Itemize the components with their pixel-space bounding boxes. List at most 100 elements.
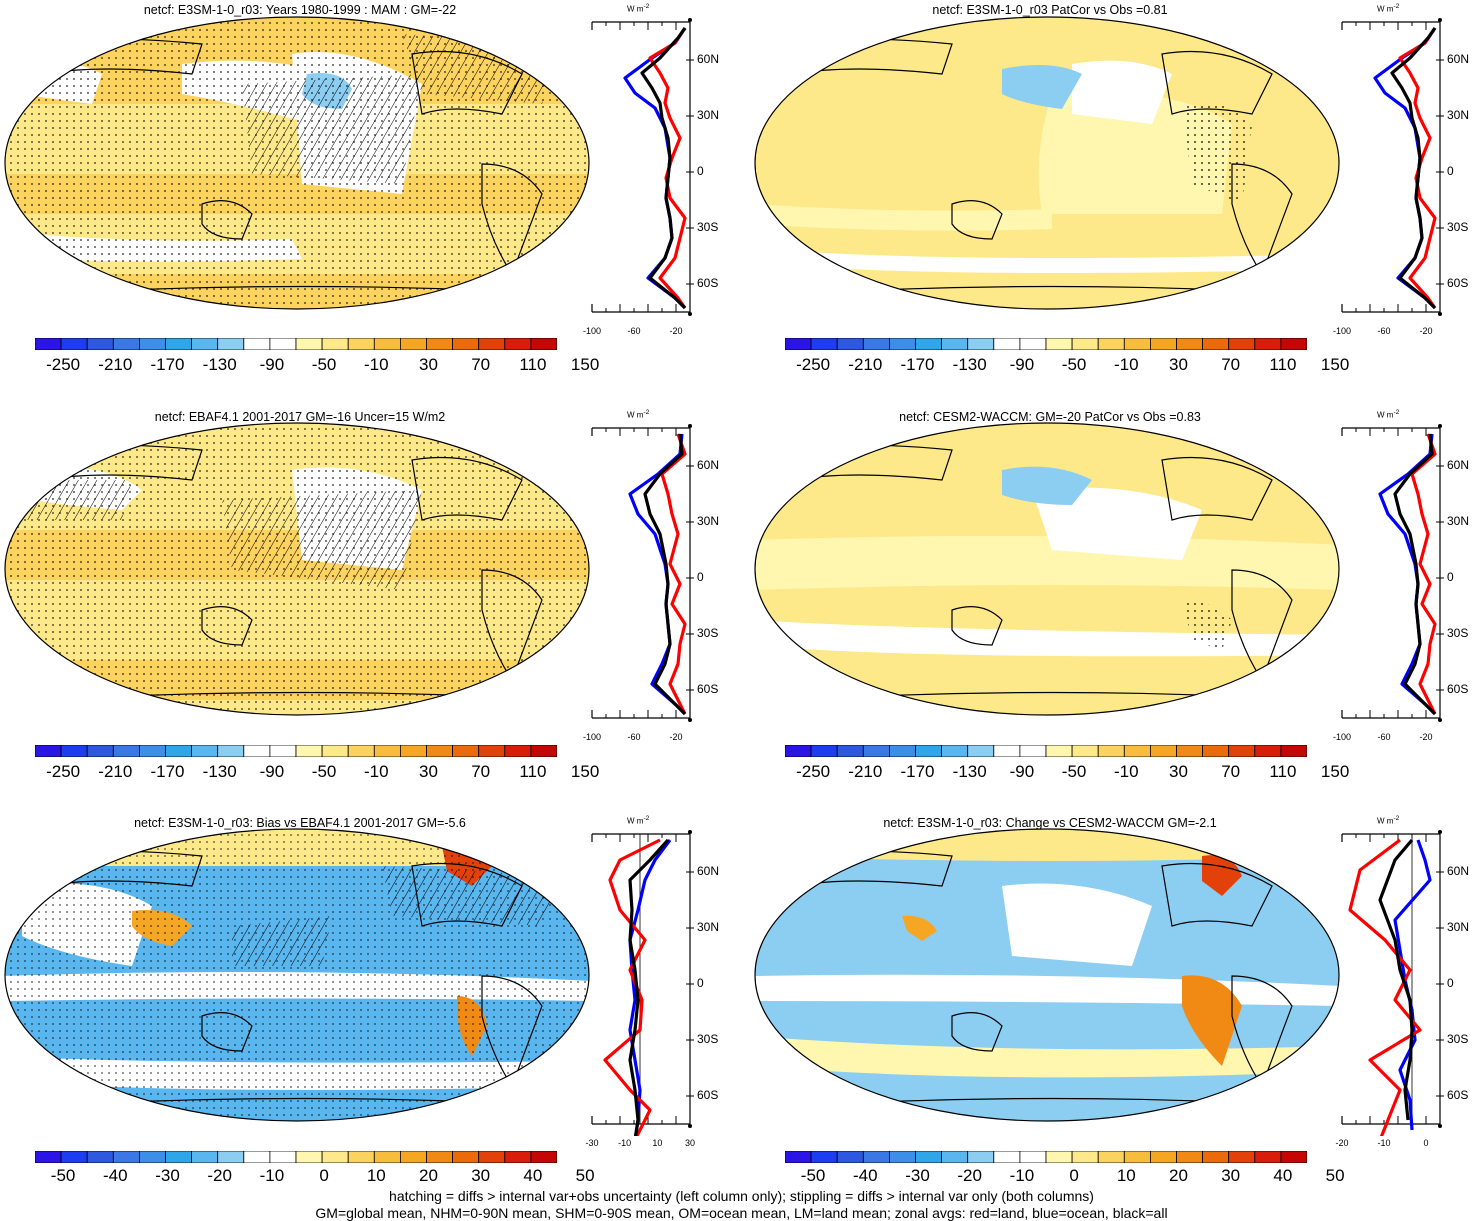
colorbar-tick-label: -250 (796, 762, 831, 781)
colorbar-tick-label: -50 (311, 762, 337, 781)
colorbar-swatch (217, 338, 245, 350)
colorbar-swatch (399, 1151, 427, 1163)
lat-label: 60S (697, 1088, 719, 1102)
colorbar-swatch (112, 338, 140, 350)
colorbar-swatch (1019, 338, 1047, 350)
colorbar-swatch (139, 745, 166, 757)
lat-label: 30N (1447, 514, 1470, 528)
colorbar-tick-label: 20 (419, 1166, 438, 1185)
colorbar-tick-label: 110 (1269, 355, 1297, 374)
panel-title-6: netcf: E3SM-1-0_r03: Change vs CESM2-WAC… (883, 816, 1217, 830)
zonal-line-black (1393, 433, 1437, 716)
colorbar-swatch (967, 1151, 995, 1163)
zonal-xtick-label: -60 (627, 732, 641, 742)
colorbar-tick-label: 110 (519, 355, 547, 374)
map-panel-6 (754, 828, 1340, 1122)
colorbar-tick-label: -250 (46, 762, 81, 781)
colorbar-tick-label: -90 (1009, 762, 1035, 781)
panel-title-2: netcf: E3SM-1-0_r03 PatCor vs Obs =0.81 (932, 3, 1168, 17)
colorbar-swatch (785, 338, 812, 350)
colorbar-swatch (1019, 1151, 1047, 1163)
colorbar-swatch (86, 1151, 114, 1163)
lat-label: 0 (697, 570, 704, 584)
colorbar-tick-label: 70 (471, 762, 491, 781)
colorbar-swatch (941, 745, 969, 757)
colorbar-swatch (1149, 745, 1177, 757)
colorbar-tick-label: -50 (1061, 762, 1087, 781)
colorbar-swatch (478, 1151, 506, 1163)
colorbar-tick-label: -210 (848, 355, 883, 374)
colorbar-tick-label: 30 (1221, 1166, 1241, 1185)
colorbar-swatch (1123, 745, 1151, 757)
zonal-xtick-label: 10 (652, 1138, 663, 1148)
colorbar-swatch (478, 745, 506, 757)
zonal-line-blue (1393, 839, 1432, 1131)
colorbar-swatch (941, 338, 969, 350)
lat-label: 0 (697, 976, 704, 990)
colorbar-tick-label: -170 (150, 762, 185, 781)
colorbar-swatch (321, 745, 349, 757)
colorbar-swatch (452, 745, 480, 757)
colorbar-swatch (165, 745, 193, 757)
colorbar-tick-label: 150 (570, 762, 600, 781)
map-panel-4 (754, 422, 1340, 716)
colorbar-tick-label: -10 (1009, 1166, 1035, 1185)
lat-label: 60N (1447, 864, 1470, 878)
colorbar-swatch (967, 745, 995, 757)
colorbar-swatch (1045, 338, 1073, 350)
colorbar-swatch (785, 1151, 812, 1163)
colorbar-swatch (399, 338, 427, 350)
colorbar-swatch (1202, 338, 1230, 350)
colorbar-tick-label: -20 (957, 1166, 982, 1185)
colorbar-swatch (862, 1151, 890, 1163)
colorbar-swatch (347, 1151, 375, 1163)
colorbar-tick-label: -90 (259, 762, 285, 781)
lat-label: 30S (697, 220, 719, 234)
colorbar-swatch (112, 1151, 140, 1163)
zonal-xtick-label: -20 (1419, 326, 1433, 336)
colorbar-labels-4: -250 -210 -170 -130 -90 -50 -10 30 70 110 150 (785, 762, 1349, 782)
colorbar-tick-label: -50 (311, 355, 337, 374)
lat-label: 30S (1447, 626, 1469, 640)
colorbar-swatch (504, 1151, 532, 1163)
colorbar-swatch (1254, 338, 1282, 350)
colorbar-swatch (836, 1151, 864, 1163)
zonal-end-dot (1438, 312, 1442, 316)
colorbar-tick-label: 70 (1221, 355, 1241, 374)
colorbar-tick-label: 50 (1325, 1166, 1345, 1185)
zonal-line-black (1390, 27, 1437, 310)
colorbar-swatch (889, 1151, 916, 1163)
footer-line-1: hatching = diffs > internal var+obs unce… (389, 1188, 1094, 1204)
lat-label: 60S (697, 276, 719, 290)
colorbar-tick-label: -90 (1009, 355, 1035, 374)
colorbar-swatch (1097, 1151, 1125, 1163)
zonal-xtick-label: -60 (627, 326, 641, 336)
colorbar-swatch (373, 1151, 401, 1163)
zonal-end-dot (1438, 718, 1442, 722)
colorbar-swatch (993, 1151, 1021, 1163)
zonal-plot-1 (591, 18, 694, 316)
units-label-3: W m-2 (627, 409, 650, 420)
colorbar-swatch (86, 338, 114, 350)
colorbar-swatch (810, 745, 838, 757)
zonal-xtick-label: -20 (669, 732, 683, 742)
colorbar-swatch (452, 338, 480, 350)
colorbar-swatch (1280, 338, 1307, 350)
panel-title-4: netcf: CESM2-WACCM: GM=-20 PatCor vs Obs… (899, 410, 1201, 424)
colorbar-swatch (426, 338, 454, 350)
colorbar-swatch (321, 1151, 349, 1163)
colorbar-swatch (1228, 338, 1256, 350)
zonal-xtick-label: -20 (1335, 1138, 1349, 1148)
panel-title-1: netcf: E3SM-1-0_r03: Years 1980-1999 : M… (143, 3, 457, 17)
colorbar-swatch (810, 1151, 838, 1163)
colorbar-tick-label: -210 (98, 355, 133, 374)
colorbar-swatch (1228, 745, 1256, 757)
zonal-line-red (1348, 838, 1422, 1136)
colorbar-swatch (1176, 1151, 1204, 1163)
colorbar-swatch (426, 745, 454, 757)
colorbar-swatch (217, 1151, 245, 1163)
colorbar-swatch (139, 338, 166, 350)
zonal-line-black (628, 838, 670, 1136)
zonal-line-red (1410, 433, 1437, 715)
zonal-line-blue (628, 839, 672, 1136)
